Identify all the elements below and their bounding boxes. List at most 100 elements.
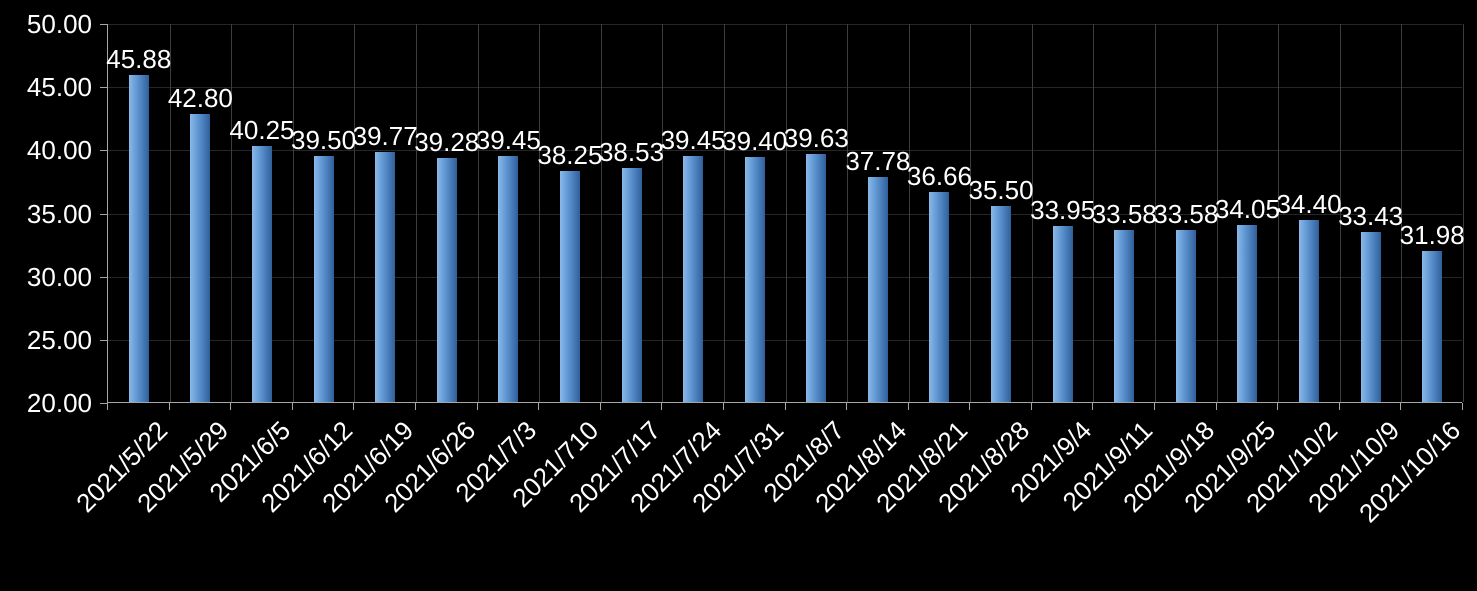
y-axis-tick-mark (100, 213, 107, 215)
x-axis-tick-mark (414, 403, 416, 410)
y-axis-tick-label: 45.00 (26, 72, 92, 103)
bar-value-label: 39.50 (291, 124, 357, 155)
bar (251, 146, 272, 402)
horizontal-gridline (108, 276, 1462, 278)
vertical-gridline (600, 24, 602, 402)
bar-value-label: 38.53 (598, 136, 665, 167)
y-axis-tick-mark (100, 276, 107, 278)
y-axis-tick-mark (100, 24, 107, 25)
bar-value-label: 34.40 (1276, 189, 1342, 220)
vertical-gridline (1339, 24, 1341, 402)
bar (190, 113, 211, 402)
bar (1422, 250, 1443, 402)
bar (867, 177, 888, 402)
bar (1175, 230, 1196, 402)
bar-value-label: 33.43 (1338, 201, 1404, 232)
bar-value-label: 33.58 (1153, 199, 1219, 230)
bar (498, 156, 519, 402)
y-axis-tick-mark (100, 150, 107, 152)
bar (436, 158, 457, 402)
x-axis-tick-mark (230, 403, 232, 410)
vertical-gridline (354, 24, 356, 402)
bar-value-label: 38.25 (537, 140, 603, 171)
x-axis-tick-mark (1092, 403, 1094, 410)
horizontal-gridline (108, 339, 1462, 341)
x-axis-tick-mark (1462, 403, 1463, 410)
x-axis-tick-mark (538, 403, 540, 410)
x-axis-tick-mark (784, 403, 786, 410)
vertical-gridline (1401, 24, 1403, 402)
bar-value-label: 39.40 (722, 125, 788, 156)
horizontal-gridline (108, 24, 1462, 25)
bar-value-label: 33.58 (1091, 199, 1157, 230)
vertical-gridline (477, 24, 479, 402)
bar-value-label: 39.45 (475, 125, 541, 156)
y-axis-tick-label: 30.00 (26, 261, 92, 292)
bar (806, 154, 827, 402)
vertical-gridline (847, 24, 849, 402)
y-axis-tick-label: 40.00 (26, 135, 92, 166)
bar (1299, 220, 1320, 402)
vertical-gridline (1463, 24, 1464, 402)
y-axis-tick-mark (100, 403, 107, 404)
x-axis-tick-mark (722, 403, 724, 410)
y-axis-tick-label: 35.00 (26, 198, 92, 229)
bar-value-label: 31.98 (1399, 219, 1465, 250)
vertical-gridline (1278, 24, 1280, 402)
bar (559, 171, 580, 402)
x-axis-tick-mark (1030, 403, 1032, 410)
bar-value-label: 45.88 (106, 44, 172, 75)
bar-value-label: 40.25 (229, 115, 295, 146)
vertical-gridline (1093, 24, 1095, 402)
bar-value-label: 37.78 (845, 146, 911, 177)
y-axis-tick-label: 25.00 (26, 324, 92, 355)
x-axis-tick-mark (661, 403, 663, 410)
vertical-gridline (970, 24, 972, 402)
bar (1052, 225, 1073, 402)
horizontal-gridline (108, 213, 1462, 215)
bar (744, 156, 765, 402)
bar (929, 191, 950, 402)
bar (1237, 224, 1258, 402)
horizontal-gridline (108, 87, 1462, 89)
x-axis-tick-mark (1338, 403, 1340, 410)
x-axis-tick-mark (476, 403, 478, 410)
vertical-gridline (662, 24, 664, 402)
bar (991, 206, 1012, 402)
y-axis-tick-mark (100, 87, 107, 89)
bar (375, 152, 396, 402)
vertical-gridline (785, 24, 787, 402)
bar (1114, 230, 1135, 402)
bar-value-label: 34.05 (1214, 193, 1280, 224)
vertical-gridline (415, 24, 417, 402)
x-axis-tick-mark (168, 403, 170, 410)
y-axis-tick-label: 20.00 (26, 388, 92, 418)
vertical-gridline (539, 24, 541, 402)
vertical-gridline (1216, 24, 1218, 402)
bar-value-label: 33.95 (1030, 194, 1096, 225)
bar (683, 156, 704, 402)
vertical-gridline (231, 24, 233, 402)
x-axis-tick-mark (599, 403, 601, 410)
bar-value-label: 39.45 (660, 125, 726, 156)
bar-value-label: 39.63 (783, 123, 849, 153)
x-axis-tick-mark (1215, 403, 1217, 410)
bar (1360, 232, 1381, 402)
vertical-gridline (1031, 24, 1033, 402)
bar-value-label: 39.77 (352, 121, 418, 152)
vertical-gridline (723, 24, 725, 402)
x-axis-tick-mark (107, 403, 108, 410)
vertical-gridline (292, 24, 294, 402)
x-axis-tick-mark (353, 403, 355, 410)
bar (313, 155, 334, 402)
x-axis-tick-mark (1277, 403, 1279, 410)
y-axis-tick-label: 50.00 (26, 9, 92, 39)
x-axis-tick-mark (1400, 403, 1402, 410)
plot-area: 45.88 42.80 40.25 39.50 39.77 39.28 39.45 38.25… (106, 24, 1465, 403)
x-axis-tick-mark (291, 403, 293, 410)
y-axis-tick-mark (100, 339, 107, 341)
horizontal-gridline (108, 150, 1462, 152)
x-axis-tick-mark (969, 403, 971, 410)
vertical-gridline (169, 24, 171, 402)
